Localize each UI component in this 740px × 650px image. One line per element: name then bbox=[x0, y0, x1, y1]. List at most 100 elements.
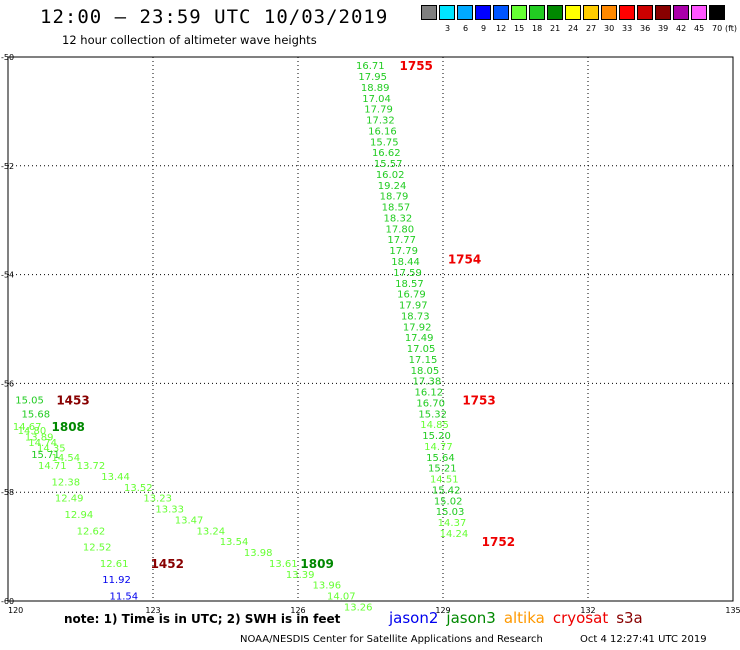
swh-value-label: 14.54 bbox=[52, 453, 81, 464]
scale-swatch bbox=[637, 5, 653, 20]
scale-label: 6 bbox=[463, 24, 469, 33]
pass-time-label: 1809 bbox=[300, 557, 333, 571]
swh-value-label: 16.62 bbox=[372, 148, 401, 159]
swh-value-label: 12.52 bbox=[83, 543, 112, 554]
swh-value-label: 15.02 bbox=[434, 496, 463, 507]
pass-time-label: 1453 bbox=[56, 394, 89, 408]
y-tick-label: -54 bbox=[1, 271, 14, 280]
swh-value-label: 13.61 bbox=[269, 559, 298, 570]
swh-value-label: 14.77 bbox=[424, 442, 453, 453]
scale-label: 21 bbox=[550, 24, 561, 33]
swh-value-label: 15.71 bbox=[31, 450, 60, 461]
swh-value-label: 17.32 bbox=[366, 116, 395, 127]
swh-value-label: 14.85 bbox=[420, 420, 449, 431]
swh-value-label: 14.51 bbox=[430, 475, 459, 486]
generated-timestamp: Oct 4 12:27:41 UTC 2019 bbox=[580, 634, 707, 645]
scale-swatch bbox=[565, 5, 581, 20]
swh-value-label: 13.39 bbox=[286, 570, 315, 581]
page-title: 12:00 – 23:59 UTC 10/03/2019 bbox=[40, 6, 389, 28]
swh-value-label: 13.33 bbox=[155, 505, 184, 516]
swh-value-label: 12.38 bbox=[52, 477, 81, 488]
swh-value-label: 14.37 bbox=[438, 518, 467, 529]
swh-value-label: 12.61 bbox=[100, 559, 129, 570]
swh-value-label: 18.32 bbox=[384, 213, 413, 224]
scale-label: 18 bbox=[532, 24, 543, 33]
swh-value-label: 16.16 bbox=[368, 126, 397, 137]
scale-swatch bbox=[421, 5, 437, 20]
pass-time-label: 1452 bbox=[151, 557, 184, 571]
x-tick-label: 129 bbox=[435, 606, 450, 615]
swh-value-label: 13.23 bbox=[143, 494, 172, 505]
swh-value-label: 13.47 bbox=[175, 515, 204, 526]
swh-value-label: 17.15 bbox=[409, 355, 438, 366]
swh-value-label: 18.73 bbox=[401, 311, 430, 322]
y-tick-label: -52 bbox=[1, 162, 14, 171]
swh-value-label: 14.67 bbox=[13, 422, 42, 433]
satellite-legend: jason2 jason3 altika cryosat s3a bbox=[389, 609, 651, 627]
swh-value-label: 17.92 bbox=[403, 322, 432, 333]
swh-value-label: 13.89 bbox=[25, 433, 54, 444]
legend-jason2: jason2 bbox=[389, 609, 439, 627]
swh-value-label: 18.57 bbox=[395, 279, 424, 290]
swh-value-label: 12.94 bbox=[65, 510, 94, 521]
scale-swatch bbox=[673, 5, 689, 20]
swh-value-label: 15.21 bbox=[428, 464, 457, 475]
legend-s3a: s3a bbox=[616, 609, 643, 627]
swh-value-label: 18.57 bbox=[382, 203, 411, 214]
scale-swatch bbox=[655, 5, 671, 20]
scale-label: 30 bbox=[604, 24, 615, 33]
scale-swatch bbox=[619, 5, 635, 20]
swh-value-label: 17.59 bbox=[393, 268, 422, 279]
scale-swatch bbox=[691, 5, 707, 20]
swh-value-label: 13.52 bbox=[124, 483, 153, 494]
scale-label: 24 bbox=[568, 24, 579, 33]
scale-swatch bbox=[511, 5, 527, 20]
swh-value-label: 13.72 bbox=[77, 461, 106, 472]
swh-value-label: 13.54 bbox=[220, 537, 249, 548]
legend-jason3: jason3 bbox=[446, 609, 496, 627]
swh-value-label: 18.44 bbox=[391, 257, 420, 268]
scale-swatch bbox=[475, 5, 491, 20]
scale-label: 42 bbox=[676, 24, 687, 33]
swh-value-label: 17.77 bbox=[387, 235, 416, 246]
x-tick-label: 135 bbox=[725, 606, 740, 615]
swh-value-label: 18.79 bbox=[380, 192, 409, 203]
swh-value-label: 17.05 bbox=[407, 344, 436, 355]
page-subtitle: 12 hour collection of altimeter wave hei… bbox=[62, 33, 317, 47]
swh-value-label: 13.26 bbox=[344, 602, 373, 613]
swh-value-label: 11.92 bbox=[102, 575, 131, 586]
x-tick-label: 120 bbox=[8, 606, 23, 615]
y-tick-label: -58 bbox=[1, 488, 14, 497]
pass-time-label: 1755 bbox=[400, 59, 433, 73]
plot-frame bbox=[7, 56, 734, 602]
scale-swatch bbox=[457, 5, 473, 20]
swh-value-label: 17.80 bbox=[385, 224, 414, 235]
swh-value-label: 12.49 bbox=[55, 494, 84, 505]
legend-cryosat: cryosat bbox=[552, 609, 609, 627]
scale-label: 70 bbox=[712, 24, 723, 33]
scale-label: 36 bbox=[640, 24, 651, 33]
footnote: note: 1) Time is in UTC; 2) SWH is in fe… bbox=[64, 612, 341, 626]
swh-value-label: 12.62 bbox=[77, 526, 106, 537]
swh-value-label: 16.12 bbox=[414, 388, 443, 399]
swh-value-label: 15.64 bbox=[426, 453, 455, 464]
swh-value-label: 17.79 bbox=[364, 105, 393, 116]
swh-value-label: 14.07 bbox=[327, 592, 356, 603]
swh-value-label: 15.57 bbox=[374, 159, 403, 170]
swh-value-label: 17.79 bbox=[389, 246, 418, 257]
scale-unit: (ft) bbox=[725, 24, 738, 33]
scale-swatch bbox=[439, 5, 455, 20]
swh-value-label: 18.89 bbox=[361, 83, 390, 94]
swh-value-label: 17.04 bbox=[362, 94, 391, 105]
y-tick-label: -56 bbox=[1, 379, 14, 388]
scale-label: 45 bbox=[694, 24, 705, 33]
pass-time-label: 1754 bbox=[448, 252, 481, 266]
swh-value-label: 13.24 bbox=[197, 526, 226, 537]
swh-value-label: 14.24 bbox=[440, 529, 469, 540]
swh-value-label: 15.03 bbox=[436, 507, 465, 518]
swh-value-label: 13.98 bbox=[244, 548, 273, 559]
swh-value-label: 18.05 bbox=[411, 366, 440, 377]
swh-value-label: 11.54 bbox=[110, 592, 139, 603]
x-tick-label: 126 bbox=[290, 606, 305, 615]
